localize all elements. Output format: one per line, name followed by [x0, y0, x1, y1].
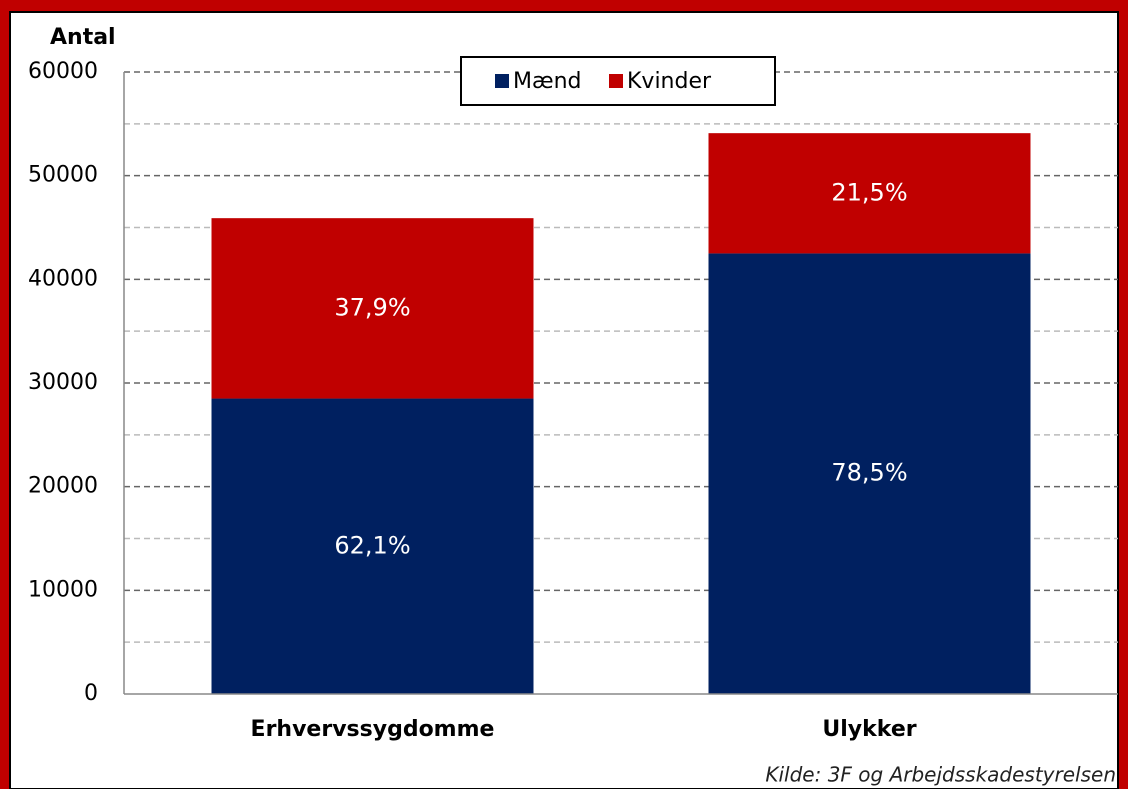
percent-label: 37,9%: [334, 293, 410, 321]
x-tick-label: Ulykker: [822, 717, 916, 742]
y-tick-label: 0: [84, 681, 98, 706]
y-tick-label: 40000: [28, 266, 98, 291]
bar-segment: [211, 218, 534, 399]
y-tick-label: 30000: [28, 370, 98, 395]
percent-label: 21,5%: [831, 178, 907, 206]
y-axis-label: Antal: [50, 25, 116, 50]
legend-label: Kvinder: [627, 69, 712, 94]
source: Kilde: 3F og Arbejdsskadestyrelsen: [765, 763, 1116, 787]
y-tick-label: 20000: [28, 474, 98, 499]
legend-swatch: [609, 74, 623, 88]
y-tick-label: 60000: [28, 59, 98, 84]
bar-segment: [708, 133, 1031, 254]
y-tick-label: 10000: [28, 577, 98, 602]
bar-segment: [708, 253, 1031, 694]
bar-segment: [211, 398, 534, 694]
legend-label: Mænd: [513, 69, 582, 94]
y-tick-label: 50000: [28, 163, 98, 188]
legend-swatch: [495, 74, 509, 88]
x-tick-label: Erhvervssygdomme: [251, 717, 495, 742]
percent-label: 78,5%: [831, 459, 907, 487]
percent-label: 62,1%: [334, 531, 410, 559]
